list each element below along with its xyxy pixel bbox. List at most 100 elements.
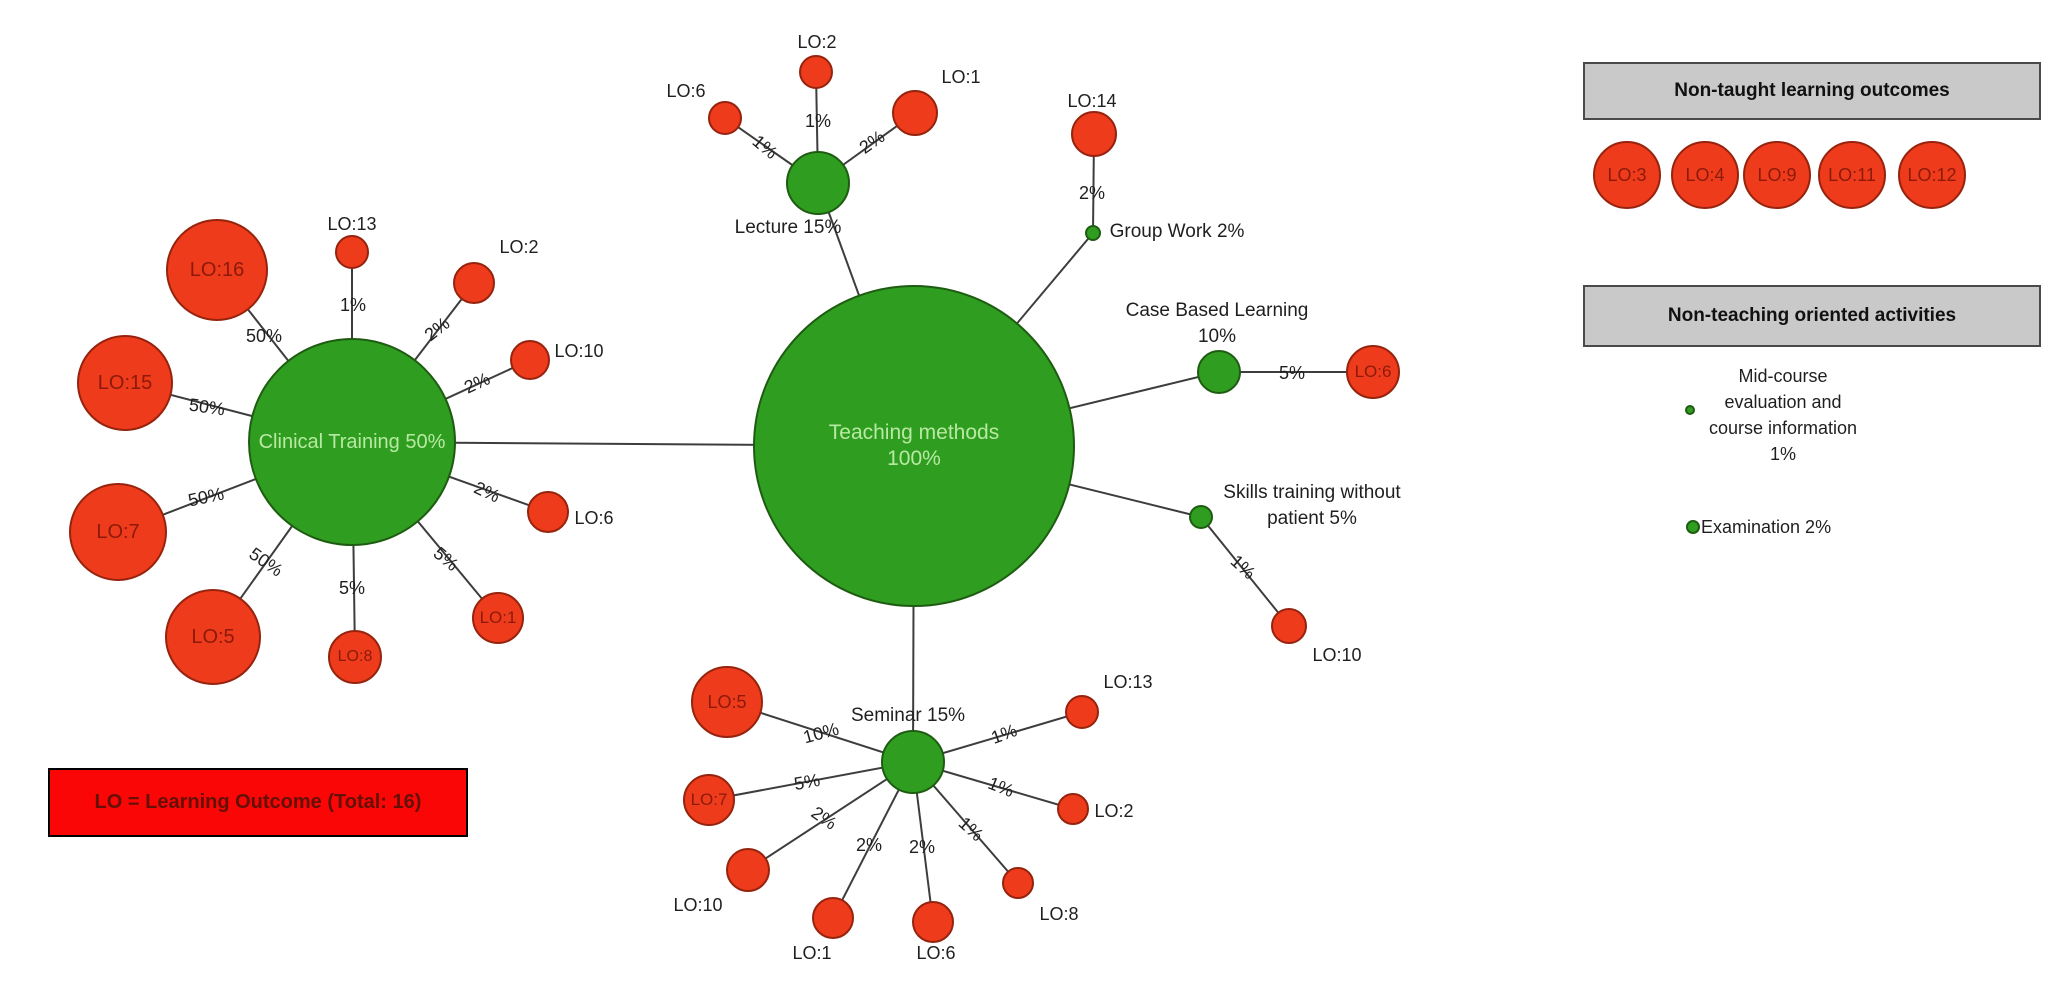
node-leg_lo12-circle: [1898, 141, 1966, 209]
node-leg_lo3-label-text: LO:3: [1607, 165, 1647, 185]
edge-clinical-cl_lo13-percent: 1%: [339, 295, 367, 315]
node-cl_lo1-label-text: LO:1: [479, 608, 517, 627]
node-cl_lo2-circle: [453, 262, 495, 304]
node-cl_lo8-circle: [328, 630, 382, 684]
node-cl_lo15-label-text: LO:15: [97, 372, 153, 394]
node-sem_lo7-label: LO:7: [691, 787, 728, 813]
edge-casebased-cb_lo6-label: 5%: [1279, 360, 1305, 386]
edge-clinical-cl_lo16-label: 50%: [246, 323, 282, 349]
edge-seminar-sem_lo6-label: 2%: [909, 834, 935, 860]
node-cl_lo10-label: LO:10: [554, 338, 603, 364]
edge-seminar-sem_lo1-label: 2%: [856, 832, 882, 858]
node-teaching-label: Teaching methods 100%: [829, 420, 999, 472]
midcourse-line-4: 1%: [1769, 444, 1797, 464]
node-sem_lo6-label: LO:6: [916, 940, 955, 966]
node-cl_lo15-circle: [77, 335, 173, 431]
edge-clinical-cl_lo15-label: 50%: [187, 392, 226, 423]
node-lec_lo1-circle: [892, 90, 938, 136]
node-cl_lo6-label: LO:6: [574, 505, 613, 531]
learning-outcome-note-box: LO = Learning Outcome (Total: 16): [48, 768, 468, 837]
edge-clinical-cl_lo8-percent: 5%: [338, 578, 366, 598]
edge-lecture-lec_lo2-percent: 1%: [804, 111, 832, 131]
node-lec_lo1-label: LO:1: [941, 64, 980, 90]
node-teaching-label-line-2: 100%: [887, 447, 941, 470]
node-sem_lo13-label-text: LO:13: [1103, 672, 1153, 692]
node-cl_lo6-label-text: LO:6: [574, 508, 614, 528]
node-lec_lo1-label-text: LO:1: [941, 67, 981, 87]
node-cl_lo1-circle: [472, 592, 524, 644]
node-sem_lo2-label-text: LO:2: [1094, 801, 1134, 821]
node-leg_lo9-label: LO:9: [1757, 162, 1796, 188]
node-seminar-circle: [881, 730, 945, 794]
node-cl_lo16-circle: [166, 219, 268, 321]
node-cl_lo8-label: LO:8: [338, 644, 373, 670]
node-sem_lo1-label-text: LO:1: [792, 943, 832, 963]
node-groupwork-label: Group Work 2%: [1110, 219, 1245, 245]
edge-seminar-sem_lo10: [747, 761, 914, 871]
legend-header-non-teaching-text: Non-teaching oriented activities: [1667, 305, 1957, 326]
node-teaching-label-line-1: Teaching methods: [828, 421, 1000, 444]
node-teaching-circle: [753, 285, 1075, 607]
node-cl_lo10-circle: [510, 340, 550, 380]
node-lec_lo6-label: LO:6: [666, 78, 705, 104]
node-lecture-label-text: Lecture 15%: [734, 217, 842, 238]
node-sem_lo10-circle: [726, 848, 770, 892]
node-cl_lo5-circle: [165, 589, 261, 685]
node-casebased-label: Case Based Learning 10%: [1126, 298, 1309, 350]
edge-clinical-cl_lo8-label: 5%: [339, 575, 365, 601]
node-clinical-label: Clinical Training 50%: [259, 429, 446, 455]
node-lec_lo6-label-text: LO:6: [666, 81, 706, 101]
node-gw_lo14-label-text: LO:14: [1067, 91, 1117, 111]
node-sem_lo13-circle: [1065, 695, 1099, 729]
node-sem_lo10-label: LO:10: [673, 892, 722, 918]
edge-clinical-cl_lo7-percent: 50%: [186, 483, 226, 511]
node-groupwork-label-text: Group Work 2%: [1109, 221, 1245, 242]
midcourse-line-2: evaluation and: [1724, 392, 1842, 412]
edge-seminar-sem_lo7: [708, 761, 914, 801]
edge-seminar-sem_lo7-percent: 5%: [792, 769, 822, 795]
node-sem_lo6-label-text: LO:6: [916, 943, 956, 963]
node-sem_lo5-label: LO:5: [707, 689, 746, 715]
node-sem_lo1-circle: [812, 897, 854, 939]
edge-seminar-sem_lo1-percent: 2%: [855, 835, 883, 855]
node-seminar-label-text: Seminar 15%: [850, 705, 966, 726]
node-clinical-circle: [248, 338, 456, 546]
node-cl_lo16-label: LO:16: [190, 257, 244, 283]
node-cl_lo2-label: LO:2: [499, 234, 538, 260]
legend-header-non-teaching: Non-teaching oriented activities: [1583, 285, 2041, 347]
node-sem_lo2-label: LO:2: [1094, 798, 1133, 824]
node-seminar-label: Seminar 15%: [851, 703, 965, 729]
node-dot_midcourse-circle: [1685, 405, 1695, 415]
node-sem_lo10-label-text: LO:10: [673, 895, 723, 915]
node-cl_lo10-label-text: LO:10: [554, 341, 604, 361]
node-skills-label-line-1: Skills training without: [1223, 482, 1401, 503]
node-casebased-label-line-2: 10%: [1197, 326, 1237, 347]
node-cl_lo2-label-text: LO:2: [499, 237, 539, 257]
node-lecture-circle: [786, 151, 850, 215]
node-leg_lo11-label-text: LO:11: [1828, 165, 1876, 185]
midcourse-line-1: Mid-course: [1738, 366, 1828, 386]
node-casebased-label-line-1: Case Based Learning: [1125, 300, 1309, 321]
node-lec_lo6-circle: [708, 101, 742, 135]
examination-label: Examination 2%: [1701, 514, 1831, 540]
node-cl_lo7-label: LO:7: [96, 519, 139, 545]
node-cb_lo6-circle: [1346, 345, 1400, 399]
node-sem_lo6-circle: [912, 901, 954, 943]
node-leg_lo4-label: LO:4: [1685, 162, 1724, 188]
node-skills-label: Skills training without patient 5%: [1223, 480, 1400, 532]
node-cl_lo13-label-text: LO:13: [327, 214, 377, 234]
node-sem_lo8-label: LO:8: [1039, 901, 1078, 927]
node-cl_lo16-label-text: LO:16: [189, 259, 245, 281]
node-cl_lo13-label: LO:13: [327, 211, 376, 237]
edge-seminar-sem_lo7-label: 5%: [792, 767, 822, 797]
node-sk_lo10-circle: [1271, 608, 1307, 644]
node-cl_lo5-label: LO:5: [191, 624, 234, 650]
node-sk_lo10-label-text: LO:10: [1312, 645, 1362, 665]
edge-seminar-sem_lo6-percent: 2%: [908, 837, 936, 857]
node-sem_lo5-circle: [691, 666, 763, 738]
node-cl_lo5-label-text: LO:5: [191, 626, 235, 648]
node-cl_lo7-label-text: LO:7: [96, 521, 140, 543]
node-sem_lo13-label: LO:13: [1103, 669, 1152, 695]
